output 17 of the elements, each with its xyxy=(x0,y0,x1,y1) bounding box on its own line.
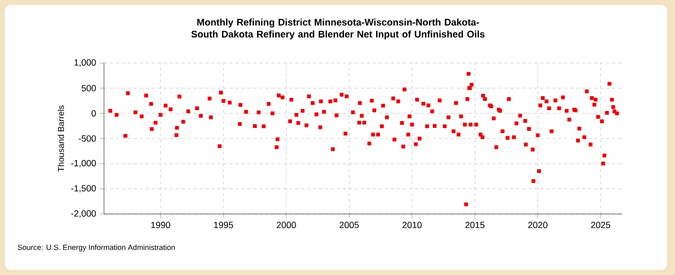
y-axis-title: Thousand Barrels xyxy=(58,105,64,172)
y-tick-label: -1,500 xyxy=(71,185,96,193)
y-tick-label: 0 xyxy=(92,110,96,117)
x-tick-label: 1990 xyxy=(151,222,170,228)
y-tick-label: 1,000 xyxy=(74,59,96,67)
x-tick-label: 2020 xyxy=(528,222,548,228)
y-tick-label: -1,000 xyxy=(71,160,96,168)
x-tick-label: 1995 xyxy=(214,222,234,228)
x-tick-label: 2015 xyxy=(465,222,484,228)
x-tick-label: 2010 xyxy=(402,222,422,228)
y-tick-label: -500 xyxy=(78,135,96,142)
y-tick-label: -2,000 xyxy=(71,210,96,218)
x-tick-label: 2000 xyxy=(276,222,296,228)
chart-title: Monthly Refining District Minnesota-Wisconsin-North Dakota-South Dakota Refinery and Blender Net Input of Unfinished Oils xyxy=(191,18,485,40)
x-tick-label: 2005 xyxy=(340,222,359,228)
y-tick-label: 500 xyxy=(82,84,96,92)
x-tick-label: 2025 xyxy=(591,222,610,228)
